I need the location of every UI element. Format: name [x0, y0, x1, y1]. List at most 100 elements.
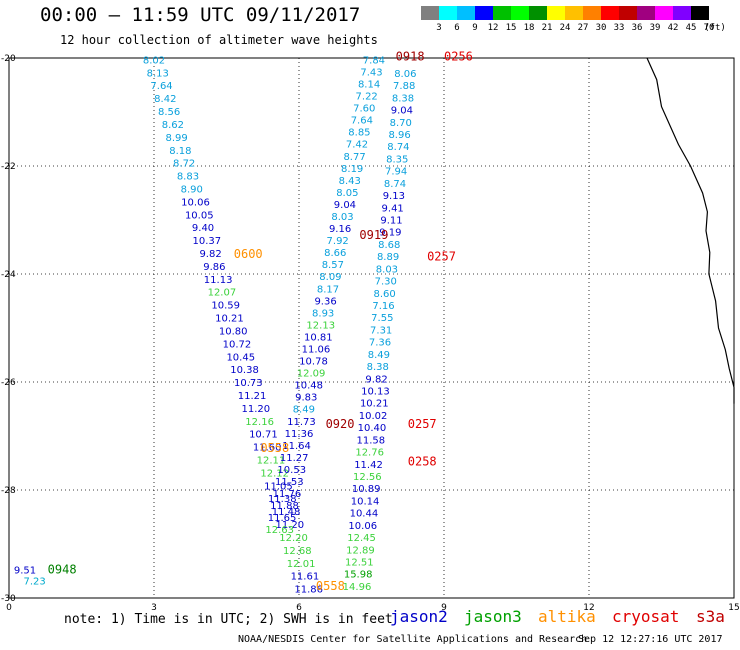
track-left-value: 10.37 [192, 236, 221, 247]
legend-label: 36 [631, 23, 643, 33]
track-mid-value: 8.03 [331, 212, 353, 223]
track-right-value: 8.06 [394, 69, 416, 80]
y-tick-label: -26 [1, 378, 16, 388]
track-right-value: 7.31 [370, 325, 392, 336]
point-value: 9.51 [14, 566, 36, 577]
y-tick-label: -28 [1, 486, 16, 496]
track-mid-value: 11.53 [275, 477, 304, 488]
track-mid-value: 8.09 [319, 272, 341, 283]
pass-time-label: 0918 [396, 50, 425, 64]
track-left-value: 8.18 [169, 146, 191, 157]
track-left-value: 12.11 [257, 456, 286, 467]
track-right-value: 10.13 [361, 386, 390, 397]
track-left-value: 11.48 [272, 507, 301, 518]
pass-time-label: 0558 [316, 579, 345, 593]
track-left-value: 8.02 [143, 55, 165, 66]
track-mid-value: 8.14 [358, 79, 380, 90]
track-left-value: 10.80 [219, 326, 248, 337]
satellite-jason2: jason2 [390, 607, 448, 626]
track-left-value: 11.20 [275, 520, 304, 531]
legend-label: 12 [487, 23, 499, 33]
track-left-value: 10.72 [223, 339, 252, 350]
x-tick-label: 9 [441, 603, 447, 613]
track-right-value: 11.58 [356, 435, 385, 446]
track-left-value: 12.20 [279, 533, 308, 544]
track-mid-value: 7.84 [363, 55, 385, 66]
track-left-value: 10.73 [234, 378, 263, 389]
track-mid-value: 9.83 [295, 393, 317, 404]
track-mid-value: 9.16 [329, 224, 351, 235]
pass-time-label: 0600 [234, 247, 263, 261]
track-right-value: 10.14 [351, 496, 380, 507]
track-left-value: 10.05 [185, 210, 214, 221]
track-left-value: 8.13 [147, 68, 169, 79]
track-right-value: 12.76 [355, 448, 384, 459]
legend-swatch [439, 6, 457, 20]
satellite-cryosat: cryosat [612, 607, 680, 626]
legend-swatch [547, 6, 565, 20]
track-right-value: 9.11 [380, 215, 402, 226]
track-mid-value: 10.48 [294, 381, 323, 392]
x-tick-label: 15 [728, 603, 739, 613]
track-right-value: 8.74 [387, 142, 409, 153]
legend-label: 18 [523, 23, 535, 33]
track-right-value: 10.44 [350, 509, 379, 520]
legend-label: 15 [505, 23, 517, 33]
track-mid-value: 10.53 [277, 465, 306, 476]
track-mid-value: 11.27 [280, 453, 309, 464]
color-legend-labels: 3 6 9 12 15 18 21 24 27 30 33 36 39 42 45 70 (ft) [421, 23, 740, 35]
satellite-jason3: jason3 [464, 607, 522, 626]
track-mid-value: 9.04 [334, 200, 356, 211]
track-right-value: 9.82 [365, 374, 387, 385]
track-mid-value: 8.19 [341, 164, 363, 175]
legend-label: 6 [454, 23, 460, 33]
track-left-value: 11.38 [268, 494, 297, 505]
track-mid-value: 7.92 [327, 236, 349, 247]
track-mid-value: 8.66 [324, 248, 346, 259]
track-right-value: 7.88 [393, 81, 415, 92]
legend-swatch [691, 6, 709, 20]
track-right-value: 8.60 [373, 289, 395, 300]
track-mid-value: 8.93 [312, 308, 334, 319]
legend-swatch [637, 6, 655, 20]
track-right-value: 8.03 [376, 264, 398, 275]
legend-label: 42 [667, 23, 679, 33]
track-right-value: 7.94 [385, 167, 407, 178]
track-left-value: 8.83 [177, 172, 199, 183]
track-mid-value: 11.88 [270, 501, 299, 512]
track-left-value: 11.20 [242, 404, 271, 415]
track-mid-value: 11.36 [285, 429, 314, 440]
track-left-value: 10.71 [249, 430, 278, 441]
track-mid-value: 7.22 [356, 92, 378, 103]
track-right-value: 7.30 [375, 277, 397, 288]
legend-swatch [511, 6, 529, 20]
track-left-value: 10.21 [215, 314, 244, 325]
pass-time-label: 0257 [427, 250, 456, 264]
track-left-value: 11.60 [253, 443, 282, 454]
legend-swatch [565, 6, 583, 20]
track-left-value: 10.06 [181, 197, 210, 208]
track-left-value: 12.01 [287, 559, 316, 570]
track-right-value: 9.19 [379, 228, 401, 239]
track-right-value: 12.45 [347, 533, 376, 544]
pass-time-label: 0258 [408, 455, 437, 469]
page-title: 00:00 – 11:59 UTC 09/11/2017 [40, 4, 361, 26]
track-mid-value: 12.63 [265, 525, 294, 536]
track-mid-value: 8.49 [293, 405, 315, 416]
track-right-value: 9.41 [382, 203, 404, 214]
track-left-value: 12.68 [283, 546, 312, 557]
note-text: note: 1) Time is in UTC; 2) SWH is in fe… [64, 612, 393, 627]
track-right-value: 12.89 [346, 545, 375, 556]
legend-label: 24 [559, 23, 571, 33]
track-left-value: 12.12 [260, 468, 289, 479]
track-mid-value: 7.60 [353, 104, 375, 115]
track-right-value: 8.68 [378, 240, 400, 251]
map-frame [8, 57, 735, 599]
track-right-value: 10.89 [352, 484, 381, 495]
legend-label: (ft) [704, 23, 726, 33]
track-right-value: 8.89 [377, 252, 399, 263]
x-tick-label: 3 [151, 603, 157, 613]
track-right-value: 8.96 [388, 130, 410, 141]
track-left-value: 8.90 [181, 184, 203, 195]
point-value: 7.23 [24, 577, 46, 588]
